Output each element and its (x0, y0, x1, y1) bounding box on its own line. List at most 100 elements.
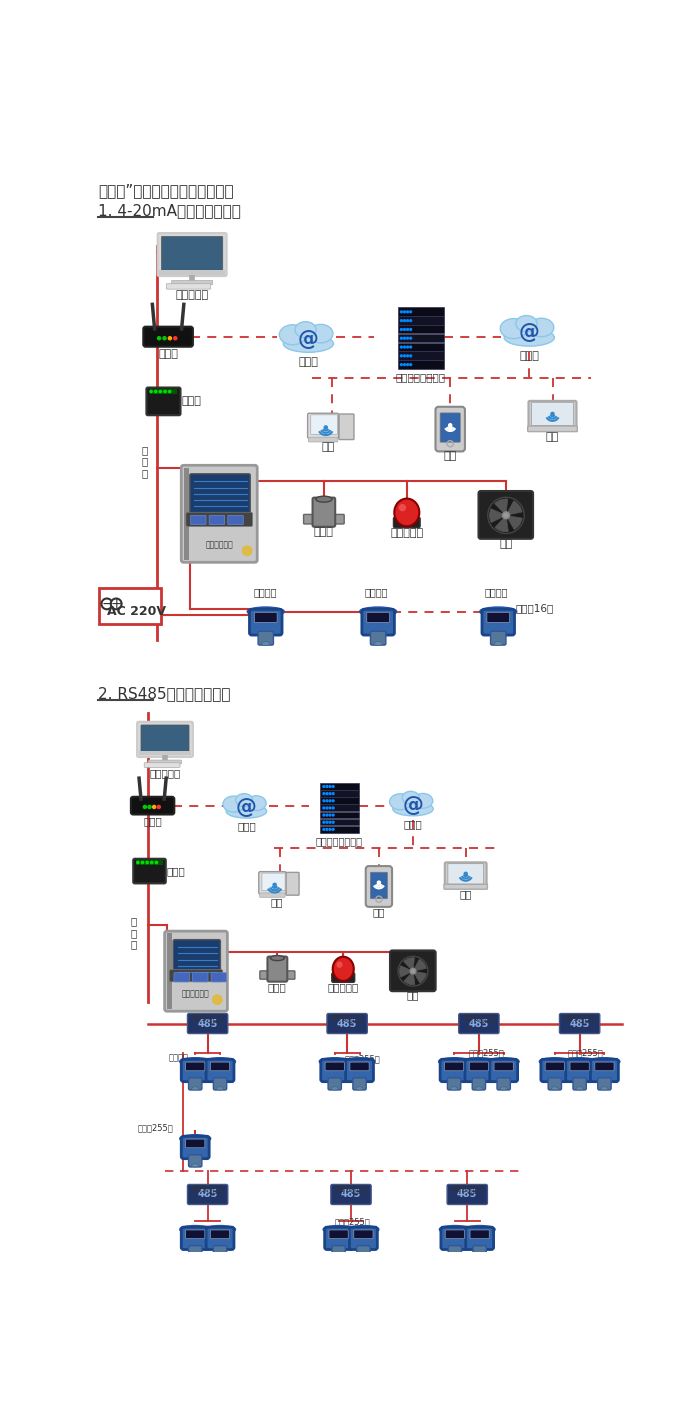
FancyBboxPatch shape (228, 515, 244, 525)
FancyBboxPatch shape (211, 1230, 230, 1238)
Circle shape (332, 792, 334, 795)
FancyBboxPatch shape (159, 270, 225, 274)
FancyBboxPatch shape (398, 343, 444, 352)
Ellipse shape (309, 325, 333, 343)
Text: 485中继器: 485中继器 (330, 1013, 364, 1023)
Ellipse shape (349, 1225, 379, 1233)
Text: @: @ (519, 322, 540, 342)
FancyBboxPatch shape (573, 1078, 587, 1090)
Wedge shape (413, 960, 426, 971)
Circle shape (407, 364, 409, 366)
Wedge shape (506, 501, 522, 515)
Wedge shape (506, 515, 522, 529)
FancyBboxPatch shape (320, 812, 358, 819)
Circle shape (332, 785, 334, 788)
FancyBboxPatch shape (313, 498, 335, 526)
Circle shape (324, 426, 328, 429)
FancyBboxPatch shape (193, 972, 208, 982)
Circle shape (326, 815, 328, 816)
Circle shape (464, 872, 468, 875)
Text: 手机: 手机 (372, 908, 385, 917)
Ellipse shape (399, 504, 406, 511)
FancyBboxPatch shape (458, 1013, 499, 1034)
Ellipse shape (601, 1086, 608, 1090)
Circle shape (323, 785, 325, 788)
FancyBboxPatch shape (181, 1227, 209, 1249)
Text: @: @ (236, 798, 257, 817)
Ellipse shape (262, 642, 270, 646)
FancyBboxPatch shape (311, 415, 337, 435)
FancyBboxPatch shape (188, 1155, 202, 1166)
Ellipse shape (216, 1086, 223, 1090)
FancyBboxPatch shape (211, 972, 227, 982)
Circle shape (144, 805, 146, 809)
Ellipse shape (504, 329, 554, 346)
Ellipse shape (439, 1058, 469, 1065)
Text: 报警控制主机: 报警控制主机 (182, 989, 210, 998)
FancyBboxPatch shape (186, 1140, 205, 1148)
Text: 可连接255台: 可连接255台 (568, 1048, 603, 1057)
FancyBboxPatch shape (137, 722, 193, 757)
FancyBboxPatch shape (260, 971, 295, 979)
Text: 单机版电脑: 单机版电脑 (149, 768, 181, 778)
FancyBboxPatch shape (158, 234, 227, 276)
Circle shape (332, 829, 334, 830)
Ellipse shape (335, 1255, 342, 1258)
FancyBboxPatch shape (188, 1185, 228, 1204)
Text: 485中继器: 485中继器 (191, 1185, 224, 1193)
FancyBboxPatch shape (465, 1059, 493, 1082)
Circle shape (407, 319, 409, 322)
Ellipse shape (344, 1058, 374, 1065)
Circle shape (141, 861, 144, 864)
FancyBboxPatch shape (325, 1227, 353, 1249)
Text: 安帕尔网络服务器: 安帕尔网络服务器 (316, 836, 363, 846)
Ellipse shape (180, 1058, 210, 1065)
FancyBboxPatch shape (167, 933, 172, 1009)
FancyBboxPatch shape (331, 1185, 371, 1204)
FancyBboxPatch shape (470, 1230, 489, 1238)
Circle shape (410, 355, 412, 357)
Circle shape (400, 346, 402, 348)
FancyBboxPatch shape (398, 308, 444, 315)
FancyBboxPatch shape (186, 1230, 205, 1238)
Text: 声光报警器: 声光报警器 (390, 528, 424, 537)
Circle shape (242, 546, 252, 556)
Ellipse shape (451, 1086, 458, 1090)
Ellipse shape (402, 791, 419, 805)
FancyBboxPatch shape (545, 1062, 564, 1071)
FancyBboxPatch shape (497, 1078, 510, 1090)
Ellipse shape (270, 955, 284, 961)
Circle shape (332, 815, 334, 816)
FancyBboxPatch shape (367, 612, 389, 622)
Circle shape (503, 512, 510, 519)
Text: 路由器: 路由器 (144, 816, 162, 826)
FancyBboxPatch shape (260, 893, 285, 898)
Ellipse shape (236, 794, 253, 806)
Circle shape (146, 861, 148, 864)
Circle shape (158, 805, 160, 809)
Circle shape (410, 311, 412, 312)
FancyBboxPatch shape (473, 1078, 486, 1090)
FancyBboxPatch shape (307, 414, 339, 439)
Ellipse shape (494, 642, 503, 646)
Circle shape (403, 319, 405, 322)
Circle shape (403, 311, 405, 312)
Text: +: + (111, 597, 122, 611)
FancyBboxPatch shape (350, 1062, 369, 1071)
FancyBboxPatch shape (528, 401, 577, 428)
Ellipse shape (192, 1255, 199, 1258)
Text: 终端: 终端 (546, 432, 559, 442)
Ellipse shape (476, 1255, 483, 1258)
FancyBboxPatch shape (541, 1059, 569, 1082)
FancyBboxPatch shape (346, 1059, 374, 1082)
Text: 声光报警器: 声光报警器 (328, 982, 359, 992)
FancyBboxPatch shape (188, 1078, 202, 1090)
Ellipse shape (323, 1225, 354, 1233)
Circle shape (407, 328, 409, 331)
Text: 可连接255台: 可连接255台 (344, 1054, 381, 1064)
FancyBboxPatch shape (591, 1059, 618, 1082)
Ellipse shape (413, 794, 433, 808)
FancyBboxPatch shape (141, 725, 189, 753)
Circle shape (400, 338, 402, 339)
Text: 1. 4-20mA信号连接系统图: 1. 4-20mA信号连接系统图 (98, 203, 242, 218)
